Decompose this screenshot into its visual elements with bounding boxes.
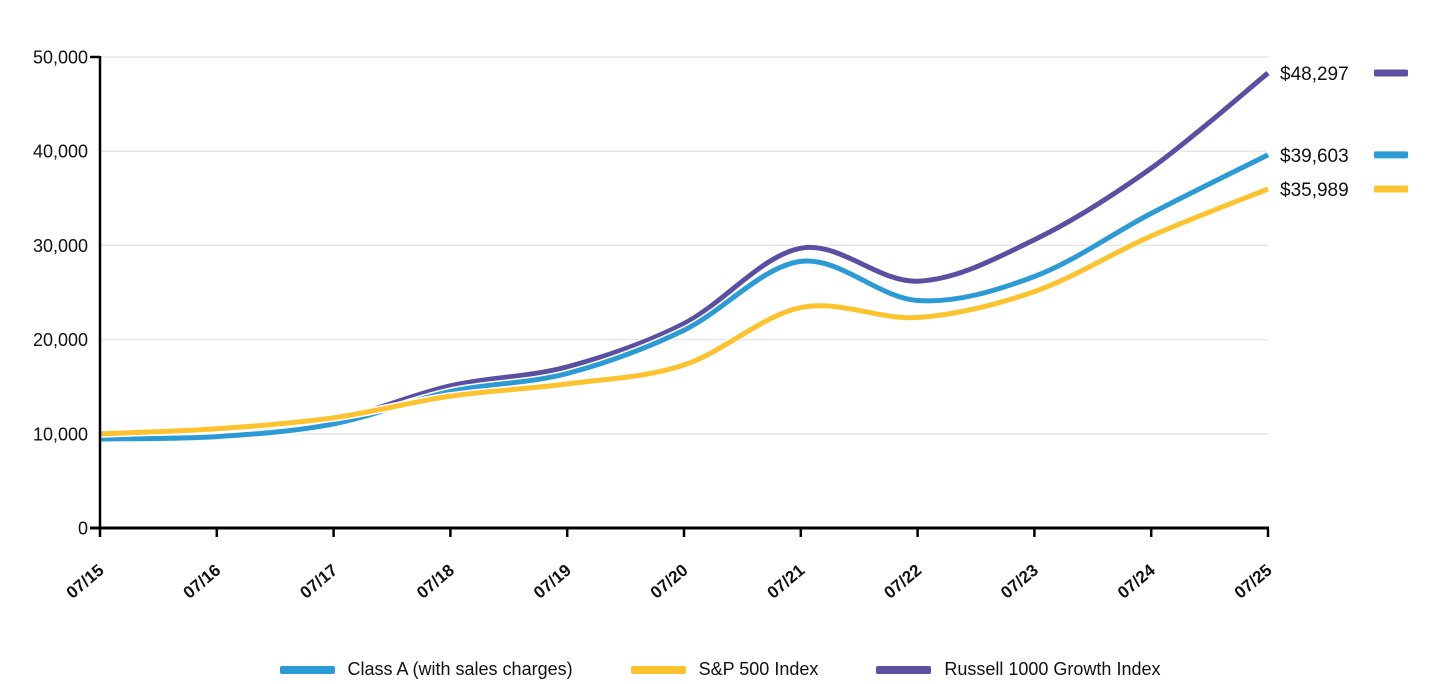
- y-axis-tick-label: 40,000: [33, 142, 88, 162]
- end-value-swatch-class-a: [1374, 151, 1408, 159]
- series-halo-sp-500: [96, 185, 1272, 438]
- x-axis-tick-label: 07/23: [997, 561, 1042, 603]
- series-line-russell-1000-growth: [99, 71, 1270, 437]
- legend-label-russell-1000-growth: Russell 1000 Growth Index: [944, 659, 1161, 679]
- legend-swatch-class-a: [279, 665, 335, 674]
- legend-item-class-a: Class A (with sales charges): [279, 659, 573, 680]
- series-halo-russell-1000-growth: [96, 69, 1272, 438]
- end-value-label-sp-500: $35,989: [1280, 180, 1349, 201]
- end-value-swatch-russell-1000-growth: [1374, 69, 1408, 77]
- x-axis-tick-label: 07/25: [1231, 561, 1276, 603]
- y-axis-tick-label: 20,000: [33, 330, 88, 350]
- x-axis-tick-label: 07/19: [530, 561, 575, 603]
- x-axis-tick-label: 07/22: [880, 561, 925, 603]
- end-value-swatch-sp-500: [1374, 185, 1408, 193]
- legend-swatch-sp-500: [630, 665, 686, 674]
- legend-label-sp-500: S&P 500 Index: [698, 659, 819, 679]
- x-axis-tick-label: 07/16: [180, 561, 225, 603]
- y-axis-tick-label: 30,000: [33, 236, 88, 256]
- end-value-label-russell-1000-growth: $48,297: [1280, 64, 1349, 85]
- series-line-sp-500: [99, 186, 1269, 437]
- legend-swatch-russell-1000-growth: [876, 665, 932, 674]
- y-axis-tick-label: 10,000: [33, 424, 88, 444]
- chart-legend: Class A (with sales charges) S&P 500 Ind…: [0, 659, 1440, 680]
- end-value-label-class-a: $39,603: [1280, 146, 1349, 167]
- x-axis-tick-label: 07/21: [764, 561, 809, 603]
- y-axis-tick-label: 0: [78, 519, 88, 539]
- x-axis-tick-label: 07/17: [296, 561, 341, 603]
- legend-item-russell-1000-growth: Russell 1000 Growth Index: [876, 659, 1160, 680]
- x-axis-tick-label: 07/24: [1114, 560, 1159, 602]
- series-halo-class-a: [96, 150, 1272, 443]
- x-axis-tick-label: 07/20: [647, 561, 692, 603]
- legend-label-class-a: Class A (with sales charges): [347, 659, 573, 679]
- x-axis-tick-label: 07/18: [413, 561, 458, 603]
- legend-item-sp-500: S&P 500 Index: [630, 659, 819, 680]
- y-axis-tick-label: 50,000: [33, 48, 88, 68]
- x-axis-tick-label: 07/15: [63, 561, 108, 603]
- series-line-class-a: [99, 152, 1270, 442]
